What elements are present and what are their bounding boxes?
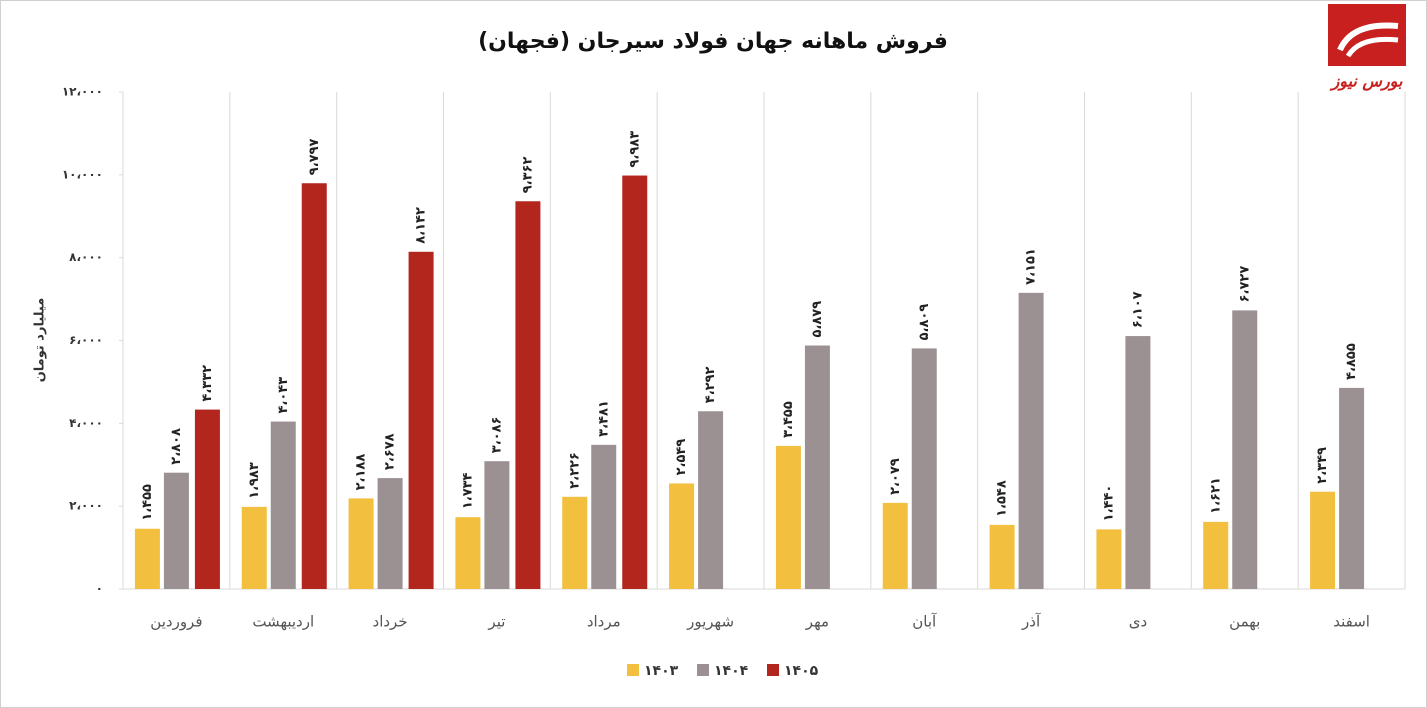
data-label: ۱،۶۲۱ xyxy=(1208,477,1223,514)
data-label: ۲،۶۷۸ xyxy=(383,433,398,470)
bar xyxy=(270,421,296,589)
x-tick-label: مرداد xyxy=(587,613,621,631)
legend-label: ۱۴۰۵ xyxy=(784,663,819,679)
logo-swoosh xyxy=(1345,36,1399,58)
data-label: ۳،۴۵۵ xyxy=(781,401,796,438)
data-label: ۱،۴۵۵ xyxy=(140,484,155,521)
bar xyxy=(1339,387,1365,589)
legend-swatch xyxy=(767,664,779,676)
bar xyxy=(989,524,1015,589)
data-label: ۲،۲۲۶ xyxy=(567,452,582,489)
data-label: ۲،۱۸۸ xyxy=(354,454,369,491)
chart-title: فروش ماهانه جهان فولاد سیرجان (فجهان) xyxy=(478,29,948,54)
x-tick-label: آذر xyxy=(1021,613,1041,631)
y-tick-label: ۶،۰۰۰ xyxy=(69,333,103,347)
logo-box xyxy=(1328,4,1406,66)
x-tick-label: اردیبهشت xyxy=(252,613,314,631)
bar xyxy=(1203,521,1229,589)
bar xyxy=(301,183,327,590)
y-tick-label: ۸،۰۰۰ xyxy=(69,250,103,264)
data-label: ۴،۲۹۲ xyxy=(703,366,718,403)
data-label: ۷،۱۵۱ xyxy=(1024,248,1039,285)
data-label: ۳،۰۸۶ xyxy=(489,417,504,454)
y-tick-label: ۱۰،۰۰۰ xyxy=(62,167,103,181)
bar xyxy=(1232,310,1258,589)
logo-text: بورس نیوز xyxy=(1329,72,1403,92)
data-label: ۶،۷۲۷ xyxy=(1237,266,1252,303)
bar xyxy=(1125,336,1151,589)
bar xyxy=(241,506,267,589)
data-label: ۹،۹۸۳ xyxy=(627,131,642,168)
data-label: ۲،۸۰۸ xyxy=(169,428,184,465)
x-tick-label: فروردین xyxy=(150,613,202,631)
data-label: ۳،۴۸۱ xyxy=(596,400,611,437)
data-label: ۲،۵۴۹ xyxy=(674,439,689,476)
bar xyxy=(1310,491,1336,589)
legend-label: ۱۴۰۳ xyxy=(644,663,679,679)
bar xyxy=(484,461,510,589)
data-label: ۴،۸۵۵ xyxy=(1344,343,1359,380)
bar xyxy=(377,478,403,589)
y-axis-label: میلیارد تومان xyxy=(33,298,48,383)
data-label: ۶،۱۰۷ xyxy=(1130,291,1145,328)
x-tick-label: آبان xyxy=(912,613,937,631)
bar xyxy=(1096,529,1122,589)
bar xyxy=(408,251,434,589)
x-tick-label: دی xyxy=(1129,613,1147,631)
bar xyxy=(134,528,160,589)
x-tick-label: تیر xyxy=(487,613,505,631)
data-label: ۵،۸۰۹ xyxy=(917,304,932,341)
logo: بورس نیوز xyxy=(1328,4,1406,92)
bar xyxy=(591,444,617,589)
data-label: ۴،۰۴۳ xyxy=(276,377,291,414)
bar xyxy=(348,498,374,589)
x-tick-label: مهر xyxy=(805,613,829,631)
bar xyxy=(194,409,220,589)
data-label: ۲،۰۷۹ xyxy=(888,458,903,495)
y-tick-label: ۴،۰۰۰ xyxy=(69,416,103,430)
logo-swoosh xyxy=(1337,22,1399,52)
bar xyxy=(775,445,801,589)
data-label: ۹،۳۶۲ xyxy=(520,157,535,194)
data-label: ۱،۷۳۴ xyxy=(460,472,475,509)
bar xyxy=(698,411,724,589)
bar xyxy=(455,517,481,589)
bar xyxy=(1018,292,1044,589)
bar xyxy=(882,502,908,589)
x-tick-label: شهریور xyxy=(686,613,734,631)
y-tick-label: ۰ xyxy=(96,582,103,596)
data-label: ۱،۵۴۸ xyxy=(995,480,1010,517)
data-label: ۴،۳۳۲ xyxy=(200,365,215,402)
bar xyxy=(622,175,648,589)
legend-swatch xyxy=(627,664,639,676)
data-label: ۸،۱۴۲ xyxy=(414,207,429,244)
data-label: ۱،۹۸۳ xyxy=(247,462,262,499)
bar xyxy=(669,483,695,589)
legend-label: ۱۴۰۴ xyxy=(714,663,749,679)
y-tick-label: ۲،۰۰۰ xyxy=(69,499,103,513)
data-label: ۹،۷۹۷ xyxy=(307,138,322,175)
data-label: ۵،۸۷۹ xyxy=(810,301,825,338)
bar xyxy=(515,201,541,589)
y-tick-label: ۱۲،۰۰۰ xyxy=(62,85,103,99)
data-label: ۲،۳۴۹ xyxy=(1315,447,1330,484)
bar xyxy=(163,472,189,589)
data-label: ۱،۴۴۰ xyxy=(1101,485,1116,522)
legend-swatch xyxy=(697,664,709,676)
x-tick-label: بهمن xyxy=(1229,613,1260,631)
x-tick-label: اسفند xyxy=(1333,613,1370,631)
x-tick-label: خرداد xyxy=(373,613,408,631)
bar xyxy=(911,348,937,589)
bar xyxy=(562,496,588,589)
bar xyxy=(804,345,830,589)
